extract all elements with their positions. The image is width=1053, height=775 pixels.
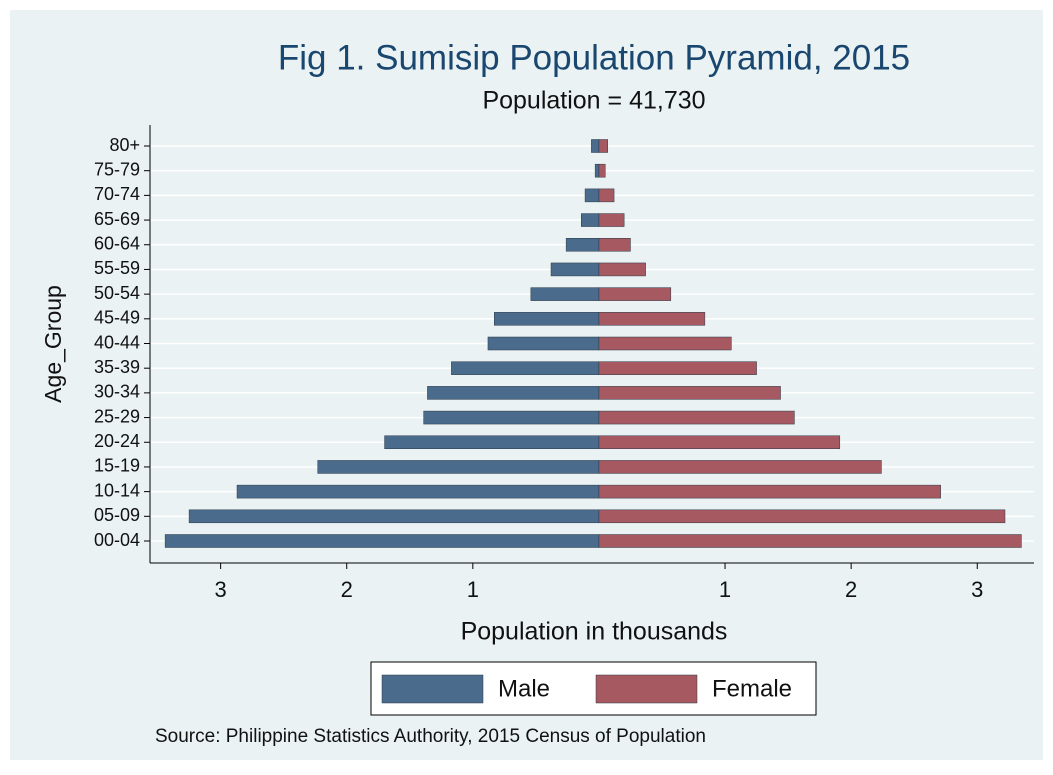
bar [598,213,625,227]
bar [598,188,615,203]
x-tick-label: 2 [341,577,353,602]
background [10,10,1043,760]
y-tick-label: 75-79 [94,159,140,179]
bar [598,238,631,252]
y-tick-label: 45-49 [94,308,140,328]
bar [530,287,600,301]
chart-subtitle: Population = 41,730 [482,87,705,115]
bar [565,238,600,252]
y-tick-label: 80+ [109,135,140,155]
y-tick-label: 30-34 [94,382,140,402]
bar [598,484,941,499]
bar [581,213,600,227]
bar [164,534,600,548]
x-tick-label: 2 [845,577,857,602]
x-tick-label: 3 [971,577,983,602]
bar [423,410,600,425]
chart-title: Fig 1. Sumisip Population Pyramid, 2015 [278,38,910,77]
bar [598,386,781,400]
y-tick-label: 70-74 [94,184,140,204]
y-tick-label: 00-04 [94,530,140,550]
y-tick-label: 20-24 [94,431,140,451]
bar [451,361,600,375]
bar [598,460,882,474]
y-tick-label: 40-44 [94,332,140,352]
y-tick-label: 35-39 [94,357,140,377]
y-tick-label: 55-59 [94,258,140,278]
y-tick-label: 05-09 [94,505,140,525]
y-tick-label: 50-54 [94,283,140,303]
legend-swatch [381,674,484,704]
bar [598,435,841,449]
legend-label: Male [498,675,550,702]
bar [598,361,757,375]
bar [598,163,606,178]
bar [236,484,600,499]
bar [384,435,600,449]
bar [598,312,706,326]
bar [188,509,600,524]
bar [598,534,1022,548]
bar [598,287,672,301]
x-tick-label: 3 [214,577,226,602]
bar [487,336,600,351]
bar [550,262,600,277]
y-tick-label: 15-19 [94,456,140,476]
bar [427,386,600,400]
bar [598,262,646,277]
bar [594,163,600,178]
legend-swatch [595,674,698,704]
bar [494,312,600,326]
x-tick-label: 1 [467,577,479,602]
y-tick-label: 65-69 [94,209,140,229]
x-tick-label: 1 [719,577,731,602]
bar [584,188,600,203]
legend-label: Female [712,675,792,702]
y-tick-label: 60-64 [94,234,140,254]
bar [598,410,795,425]
bar [317,460,600,474]
y-axis-label: Age_Group [40,285,66,403]
note: Source: Philippine Statistics Authority,… [155,726,706,747]
bar [591,139,600,153]
bar [598,509,1006,524]
bar [598,336,732,351]
bar [598,139,609,153]
x-axis-label: Population in thousands [461,618,728,646]
y-tick-label: 10-14 [94,480,140,500]
y-tick-label: 25-29 [94,406,140,426]
